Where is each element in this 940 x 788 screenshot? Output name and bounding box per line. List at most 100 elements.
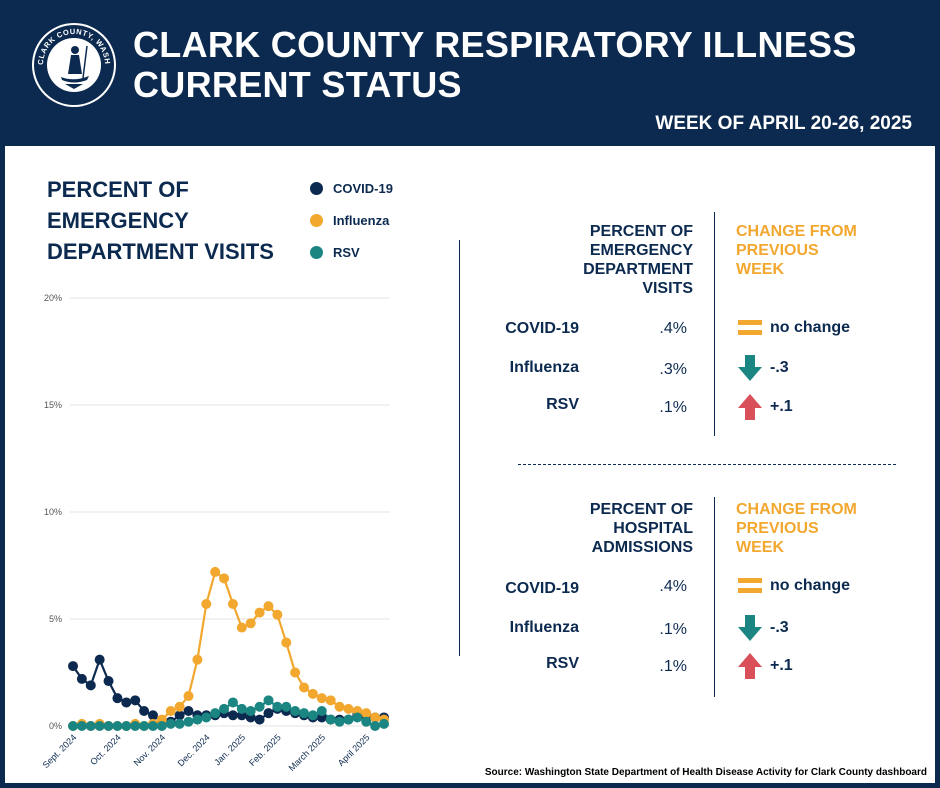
hosp-row-value-influenza: .1%	[659, 621, 687, 638]
data-point-rsv	[254, 701, 265, 712]
data-point-influenza	[219, 573, 230, 584]
data-point-influenza	[245, 618, 256, 629]
data-point-rsv	[352, 712, 363, 723]
data-point-rsv	[343, 714, 354, 725]
data-point-rsv	[263, 695, 274, 706]
ed-row-value-rsv: .1%	[659, 399, 687, 416]
data-point-influenza	[210, 566, 221, 577]
divider-vertical-ed	[714, 212, 715, 436]
ed-heading-line-2: EMERGENCY	[589, 242, 693, 259]
legend-dot-influenza	[310, 213, 323, 227]
header: CLARK COUNTY, WASHINGTON CLARK COUNTY RE…	[0, 0, 940, 146]
legend-dot-covid	[310, 181, 323, 195]
data-point-rsv	[236, 703, 247, 714]
equals-icon	[738, 578, 762, 593]
data-point-covid-19	[130, 695, 141, 706]
title-line-2: CURRENT STATUS	[133, 64, 462, 105]
data-point-influenza	[343, 703, 354, 714]
divider-vertical-hosp	[714, 497, 715, 697]
data-point-covid-19	[139, 706, 150, 717]
ed-change-label-rsv: +.1	[770, 398, 793, 415]
legend-label-covid: COVID-19	[333, 180, 393, 196]
hosp-row-value-covid: .4%	[659, 578, 687, 595]
hosp-change-heading: CHANGE FROM PREVIOUS WEEK	[736, 500, 857, 557]
data-point-covid-19	[103, 676, 114, 687]
data-point-influenza	[272, 609, 283, 620]
hosp-row-change-rsv: +.1	[738, 653, 793, 679]
data-point-rsv	[156, 721, 167, 731]
data-point-rsv	[68, 721, 78, 731]
data-point-influenza	[281, 637, 292, 648]
data-point-rsv	[219, 703, 230, 714]
data-point-influenza	[299, 682, 310, 693]
x-tick-label: Oct. 2024	[88, 732, 123, 767]
hosp-row-name-covid: COVID-19	[505, 580, 579, 597]
data-point-rsv	[165, 718, 176, 729]
data-point-influenza	[263, 601, 274, 612]
hosp-row-name-rsv: RSV	[546, 655, 579, 672]
data-point-influenza	[254, 607, 265, 618]
hosp-row-name-influenza: Influenza	[509, 619, 579, 636]
data-point-influenza	[236, 622, 247, 633]
data-point-rsv	[130, 721, 141, 731]
hosp-heading-line-1: PERCENT OF	[589, 501, 693, 518]
data-point-rsv	[183, 716, 194, 727]
ed-table-heading: PERCENT OF EMERGENCY DEPARTMENT VISITS	[560, 222, 693, 298]
ed-row-value-influenza: .3%	[659, 361, 687, 378]
data-point-influenza	[227, 599, 238, 610]
ed-change-heading-line-2: PREVIOUS	[736, 242, 819, 259]
data-point-influenza	[334, 701, 345, 712]
ed-change-label-covid: no change	[770, 319, 851, 336]
ed-row-name-influenza: Influenza	[509, 359, 579, 376]
hosp-change-heading-line-1: CHANGE FROM	[736, 501, 857, 518]
data-point-rsv	[103, 721, 114, 731]
divider-vertical-left	[459, 240, 460, 656]
hosp-heading-line-2: HOSPITAL	[613, 520, 693, 537]
data-point-influenza	[361, 708, 372, 719]
data-point-rsv	[281, 701, 292, 712]
hosp-table-heading: PERCENT OF HOSPITAL ADMISSIONS	[560, 500, 693, 557]
hosp-change-heading-line-2: PREVIOUS	[736, 520, 819, 537]
data-point-rsv	[379, 718, 389, 729]
hosp-row-change-influenza: -.3	[738, 615, 789, 641]
data-point-covid-19	[112, 693, 123, 704]
data-point-covid-19	[94, 654, 105, 665]
hosp-row-value-rsv: .1%	[659, 658, 687, 675]
data-point-rsv	[85, 721, 96, 731]
arrow-up-icon	[738, 394, 762, 420]
ed-change-label-influenza: -.3	[770, 359, 789, 376]
page-title: CLARK COUNTY RESPIRATORY ILLNESS CURRENT…	[133, 25, 857, 105]
data-point-influenza	[183, 691, 194, 702]
ed-row-change-influenza: -.3	[738, 355, 789, 381]
ed-row-value-covid: .4%	[659, 320, 687, 337]
y-tick-label: 20%	[44, 293, 62, 303]
data-point-influenza	[201, 599, 212, 610]
x-tick-label: Nov. 2024	[132, 732, 168, 768]
data-point-rsv	[147, 721, 158, 731]
data-point-rsv	[361, 716, 372, 727]
ed-row-name-covid: COVID-19	[505, 320, 579, 337]
hosp-change-label-rsv: +.1	[770, 657, 793, 674]
data-point-rsv	[139, 721, 150, 731]
legend-dot-rsv	[310, 245, 323, 259]
data-point-covid-19	[68, 661, 78, 672]
data-point-rsv	[299, 708, 310, 719]
ed-heading-line-3: DEPARTMENT	[583, 261, 693, 278]
legend-item-influenza: Influenza	[310, 204, 393, 236]
ed-row-change-covid: no change	[738, 319, 850, 337]
data-point-covid-19	[254, 714, 265, 725]
hosp-heading-line-3: ADMISSIONS	[591, 539, 693, 556]
data-point-influenza	[325, 695, 336, 706]
data-point-influenza	[370, 712, 381, 723]
section-divider-dashed	[518, 464, 896, 465]
hosp-change-heading-line-3: WEEK	[736, 539, 784, 556]
data-point-influenza	[192, 654, 203, 665]
data-point-covid-19	[183, 706, 194, 717]
arrow-down-icon	[738, 615, 762, 641]
data-point-rsv	[227, 697, 238, 708]
legend-label-rsv: RSV	[333, 244, 360, 260]
data-point-influenza	[316, 693, 327, 704]
x-tick-label: March 2025	[287, 732, 328, 773]
data-point-influenza	[174, 701, 185, 712]
data-point-rsv	[245, 706, 256, 717]
